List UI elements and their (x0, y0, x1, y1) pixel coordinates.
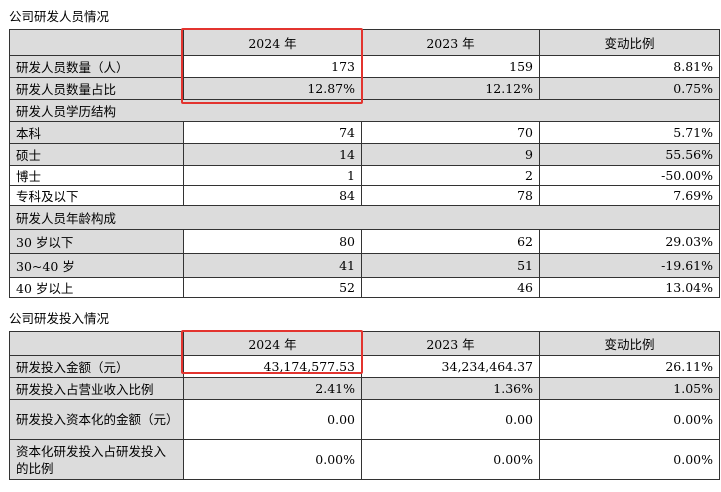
value-2023: 78 (361, 185, 540, 206)
header-2023: 2023 年 (361, 331, 540, 356)
header-empty-cell (9, 29, 184, 56)
row-label: 资本化研发投入占研发投入的比例 (9, 439, 184, 480)
value-2023: 12.12% (361, 77, 540, 100)
value-2023: 2 (361, 165, 540, 186)
header-change: 变动比例 (539, 29, 720, 56)
value-2023: 62 (361, 229, 540, 254)
table-row: 硕士 14 9 55.56% (9, 143, 720, 166)
value-2023: 70 (361, 121, 540, 144)
table-row: 30~40 岁 41 51 -19.61% (9, 253, 720, 278)
value-2023: 46 (361, 277, 540, 298)
value-2024: 1 (183, 165, 362, 186)
education-group-row: 研发人员学历结构 (9, 99, 720, 122)
row-label: 研发投入资本化的金额（元） (9, 399, 184, 440)
row-label: 研发投入占营业收入比例 (9, 377, 184, 400)
value-change: 0.75% (539, 77, 720, 100)
value-change: 29.03% (539, 229, 720, 254)
value-2023: 0.00% (361, 439, 540, 480)
table-row: 30 岁以下 80 62 29.03% (9, 229, 720, 254)
row-label: 研发人员数量（人） (9, 55, 184, 78)
investment-section-title: 公司研发投入情况 (9, 311, 110, 326)
value-2023: 0.00 (361, 399, 540, 440)
header-change: 变动比例 (539, 331, 720, 356)
education-group-title: 研发人员学历结构 (9, 99, 720, 122)
investment-header-row: 2024 年 2023 年 变动比例 (9, 331, 720, 356)
value-2023: 51 (361, 253, 540, 278)
value-2023: 9 (361, 143, 540, 166)
table-row: 专科及以下 84 78 7.69% (9, 185, 720, 206)
age-group-row: 研发人员年龄构成 (9, 205, 720, 230)
value-change: 7.69% (539, 185, 720, 206)
value-2023: 34,234,464.37 (361, 355, 540, 378)
table-row: 研发投入占营业收入比例 2.41% 1.36% 1.05% (9, 377, 720, 400)
table-row: 本科 74 70 5.71% (9, 121, 720, 144)
row-label: 30 岁以下 (9, 229, 184, 254)
value-2023: 1.36% (361, 377, 540, 400)
value-2024: 43,174,577.53 (183, 355, 362, 378)
table-row: 资本化研发投入占研发投入的比例 0.00% 0.00% 0.00% (9, 439, 720, 480)
value-change: -19.61% (539, 253, 720, 278)
header-2024: 2024 年 (183, 29, 362, 56)
header-2024: 2024 年 (183, 331, 362, 356)
age-group-title: 研发人员年龄构成 (9, 205, 720, 230)
value-change: -50.00% (539, 165, 720, 186)
value-2024: 0.00 (183, 399, 362, 440)
value-change: 26.11% (539, 355, 720, 378)
investment-table: 2024 年 2023 年 变动比例 研发投入金额（元） 43,174,577.… (9, 331, 720, 480)
row-label: 30~40 岁 (9, 253, 184, 278)
value-2024: 2.41% (183, 377, 362, 400)
personnel-header-row: 2024 年 2023 年 变动比例 (9, 29, 720, 56)
value-2024: 52 (183, 277, 362, 298)
value-change: 55.56% (539, 143, 720, 166)
value-2024: 14 (183, 143, 362, 166)
row-label: 40 岁以上 (9, 277, 184, 298)
value-change: 1.05% (539, 377, 720, 400)
table-row: 研发人员数量占比 12.87% 12.12% 0.75% (9, 77, 720, 100)
value-change: 5.71% (539, 121, 720, 144)
value-change: 0.00% (539, 399, 720, 440)
value-2024: 84 (183, 185, 362, 206)
value-2024: 12.87% (183, 77, 362, 100)
value-2024: 74 (183, 121, 362, 144)
value-change: 0.00% (539, 439, 720, 480)
row-label: 研发人员数量占比 (9, 77, 184, 100)
row-label: 博士 (9, 165, 184, 186)
value-change: 13.04% (539, 277, 720, 298)
table-row: 研发人员数量（人） 173 159 8.81% (9, 55, 720, 78)
value-2024: 0.00% (183, 439, 362, 480)
table-row: 40 岁以上 52 46 13.04% (9, 277, 720, 298)
row-label: 本科 (9, 121, 184, 144)
row-label: 研发投入金额（元） (9, 355, 184, 378)
header-empty-cell (9, 331, 184, 356)
value-2024: 41 (183, 253, 362, 278)
table-row: 研发投入资本化的金额（元） 0.00 0.00 0.00% (9, 399, 720, 440)
table-row: 研发投入金额（元） 43,174,577.53 34,234,464.37 26… (9, 355, 720, 378)
value-2024: 80 (183, 229, 362, 254)
header-2023: 2023 年 (361, 29, 540, 56)
table-row: 博士 1 2 -50.00% (9, 165, 720, 186)
value-2023: 159 (361, 55, 540, 78)
personnel-table: 2024 年 2023 年 变动比例 研发人员数量（人） 173 159 8.8… (9, 29, 720, 298)
value-change: 8.81% (539, 55, 720, 78)
row-label: 硕士 (9, 143, 184, 166)
row-label: 专科及以下 (9, 185, 184, 206)
value-2024: 173 (183, 55, 362, 78)
personnel-section-title: 公司研发人员情况 (9, 9, 110, 24)
